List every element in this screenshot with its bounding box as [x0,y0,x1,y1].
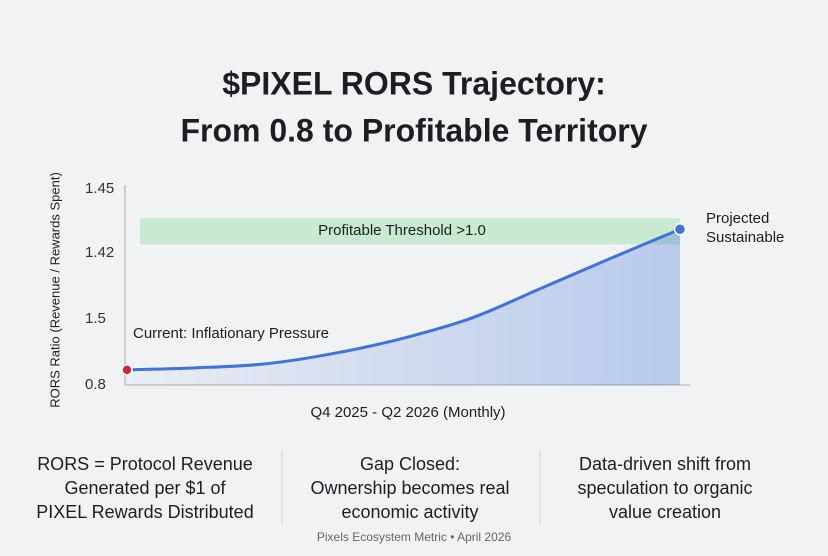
note-line: speculation to organic [577,478,752,498]
title-line: From 0.8 to Profitable Territory [180,112,647,148]
start-point [121,364,133,376]
note-line: value creation [609,502,721,522]
y-tick-label: 1.45 [85,180,114,197]
end-annotation: Projected [706,210,769,227]
line [126,227,681,372]
y-tick-label: 1.5 [85,310,106,327]
start-annotation: Current: Inflationary Pressure [133,325,329,342]
y-axis-label: RORS Ratio (Revenue / Rewards Spent) [47,172,62,408]
note-line: PIXEL Rewards Distributed [36,502,253,522]
footer: Pixels Ecosystem Metric • April 2026 [317,530,512,544]
x-axis-label: Q4 2025 - Q2 2026 (Monthly) [310,404,505,421]
note-line: Gap Closed: [360,454,460,474]
end-point [673,222,687,236]
area [127,229,680,385]
threshold-band [140,218,680,245]
end-annotation: Sustainable [706,229,784,246]
y-tick-label: 1.42 [85,244,114,261]
note-line: Generated per $1 of [64,478,226,498]
note-line: Data-driven shift from [579,454,751,474]
note-line: Ownership becomes real [310,478,509,498]
title-line: $PIXEL RORS Trajectory: [222,65,606,101]
threshold-label: Profitable Threshold >1.0 [318,222,486,239]
note-line: RORS = Protocol Revenue [37,454,253,474]
y-tick-label: 0.8 [85,376,106,393]
note-line: economic activity [341,502,478,522]
